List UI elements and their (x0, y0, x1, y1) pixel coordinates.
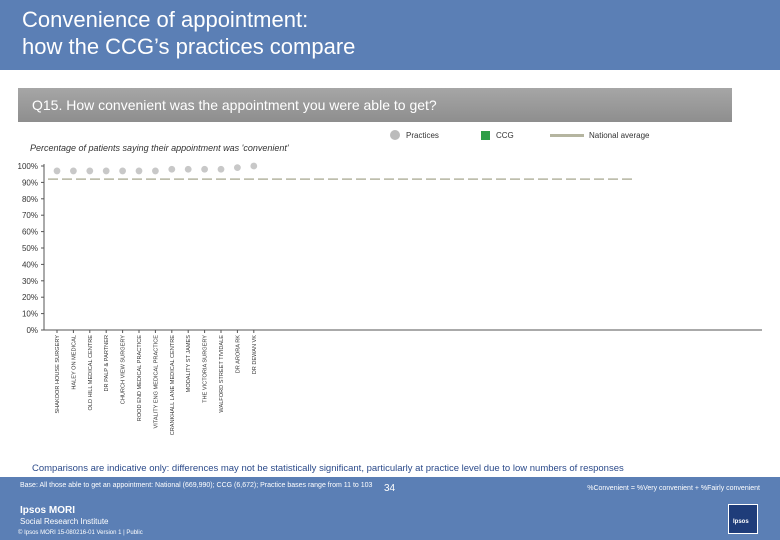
practice-point (135, 167, 143, 175)
y-tick-label: 30% (22, 277, 38, 286)
practice-point (102, 167, 110, 175)
y-tick-label: 70% (22, 211, 38, 220)
practice-point (234, 164, 241, 172)
question-text: Q15. How convenient was the appointment … (32, 97, 437, 113)
y-tick-label: 100% (18, 162, 38, 171)
ipsos-badge: Ipsos (728, 504, 758, 534)
practices-legend-icon (390, 130, 400, 140)
y-tick-label: 60% (22, 228, 38, 237)
ccg-legend-label: CCG (496, 131, 514, 140)
page-title-line-1: Convenience of appointment: (22, 7, 309, 32)
national-legend-label: National average (589, 131, 650, 140)
practice-point (86, 167, 94, 175)
practice-point (250, 162, 258, 170)
x-tick-label: HALEY ON MEDICAL (71, 335, 77, 390)
x-tick-label: WALFORD STREET TIVIDALE (219, 335, 225, 413)
page-number: 34 (384, 483, 396, 494)
social-research-institute-label: Social Research Institute (20, 517, 109, 526)
x-tick-label: CHURCH VIEW SURGERY (121, 335, 127, 404)
x-tick-label: OLD HILL MEDICAL CENTRE (88, 335, 94, 411)
x-tick-label: DR PALP & PARTNER (104, 335, 110, 391)
national-legend-icon (550, 134, 584, 137)
chart-subtitle: Percentage of patients saying their appo… (30, 143, 289, 153)
practice-point (53, 167, 61, 175)
x-tick-label: DR DEWAN VK (252, 335, 258, 375)
x-tick-label: VITALITY ENG MEDICAL PRACTICE (153, 335, 159, 429)
y-tick-label: 40% (22, 260, 38, 269)
y-tick-label: 80% (22, 195, 38, 204)
ipsos-mori-logo: Ipsos MORI (20, 505, 76, 516)
base-note: Base: All those able to get an appointme… (20, 482, 373, 489)
practice-point (201, 165, 209, 173)
ipsos-badge-label: Ipsos (733, 519, 749, 525)
y-tick-label: 10% (22, 310, 38, 319)
x-tick-label: ROOD END MEDICAL PRACTICE (137, 335, 143, 421)
practice-point (119, 167, 126, 175)
header-bar: Convenience of appointment: how the CCG’… (0, 0, 780, 70)
practice-point (70, 167, 77, 175)
question-bar: Q15. How convenient was the appointment … (18, 88, 732, 122)
x-tick-label: CRANKHALL LANE MEDICAL CENTRE (170, 335, 176, 436)
x-tick-label: THE VICTORIA SURGERY (203, 335, 209, 403)
convenience-chart: 0% 10% 20% 30% 40% 50% 60% 70% 80% 90% 100% SHAKOOR… (18, 162, 762, 436)
y-tick-label: 50% (22, 244, 38, 253)
x-tick-label: SHAKOOR HOUSE SURGERY (55, 335, 61, 414)
footer-bar: Base: All those able to get an appointme… (0, 477, 780, 540)
convenient-definition: %Convenient = %Very convenient + %Fairly… (587, 485, 760, 492)
practice-point (217, 165, 225, 173)
y-tick-label: 0% (26, 326, 38, 335)
page-title-line-2: how the CCG’s practices compare (22, 34, 356, 59)
page-title: Convenience of appointment: how the CCG’… (22, 6, 355, 60)
copyright-text: © Ipsos MORI 15-080216-01 Version 1 | Pu… (18, 530, 143, 536)
y-tick-label: 90% (22, 178, 38, 187)
y-tick-label: 20% (22, 293, 38, 302)
ccg-legend-icon (481, 131, 490, 140)
practices-legend-label: Practices (406, 131, 439, 140)
comparison-note: Comparisons are indicative only: differe… (32, 463, 624, 474)
x-tick-label: MODALITY ST JAMES (186, 335, 192, 393)
x-tick-label: DR ARORA RK (235, 335, 241, 374)
practice-point (168, 165, 176, 173)
practice-point (152, 167, 159, 175)
practice-point (184, 165, 192, 173)
